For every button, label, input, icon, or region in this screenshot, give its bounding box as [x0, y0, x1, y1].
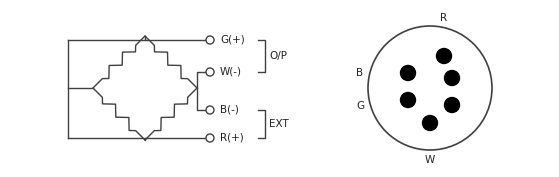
Text: G(+): G(+) [220, 35, 245, 45]
Circle shape [437, 48, 452, 64]
Circle shape [206, 134, 214, 142]
Text: R(+): R(+) [220, 133, 244, 143]
Circle shape [206, 36, 214, 44]
Circle shape [400, 65, 415, 81]
Text: B: B [357, 68, 363, 78]
Circle shape [206, 68, 214, 76]
Circle shape [444, 70, 459, 85]
Circle shape [206, 106, 214, 114]
Text: G: G [356, 101, 364, 111]
Text: B(-): B(-) [220, 105, 239, 115]
Text: W(-): W(-) [220, 67, 242, 77]
Circle shape [423, 116, 438, 130]
Text: O/P: O/P [269, 51, 287, 61]
Text: EXT: EXT [269, 119, 289, 129]
Text: W: W [425, 155, 435, 165]
Text: R: R [440, 13, 448, 23]
Circle shape [444, 98, 459, 113]
Circle shape [400, 93, 415, 107]
